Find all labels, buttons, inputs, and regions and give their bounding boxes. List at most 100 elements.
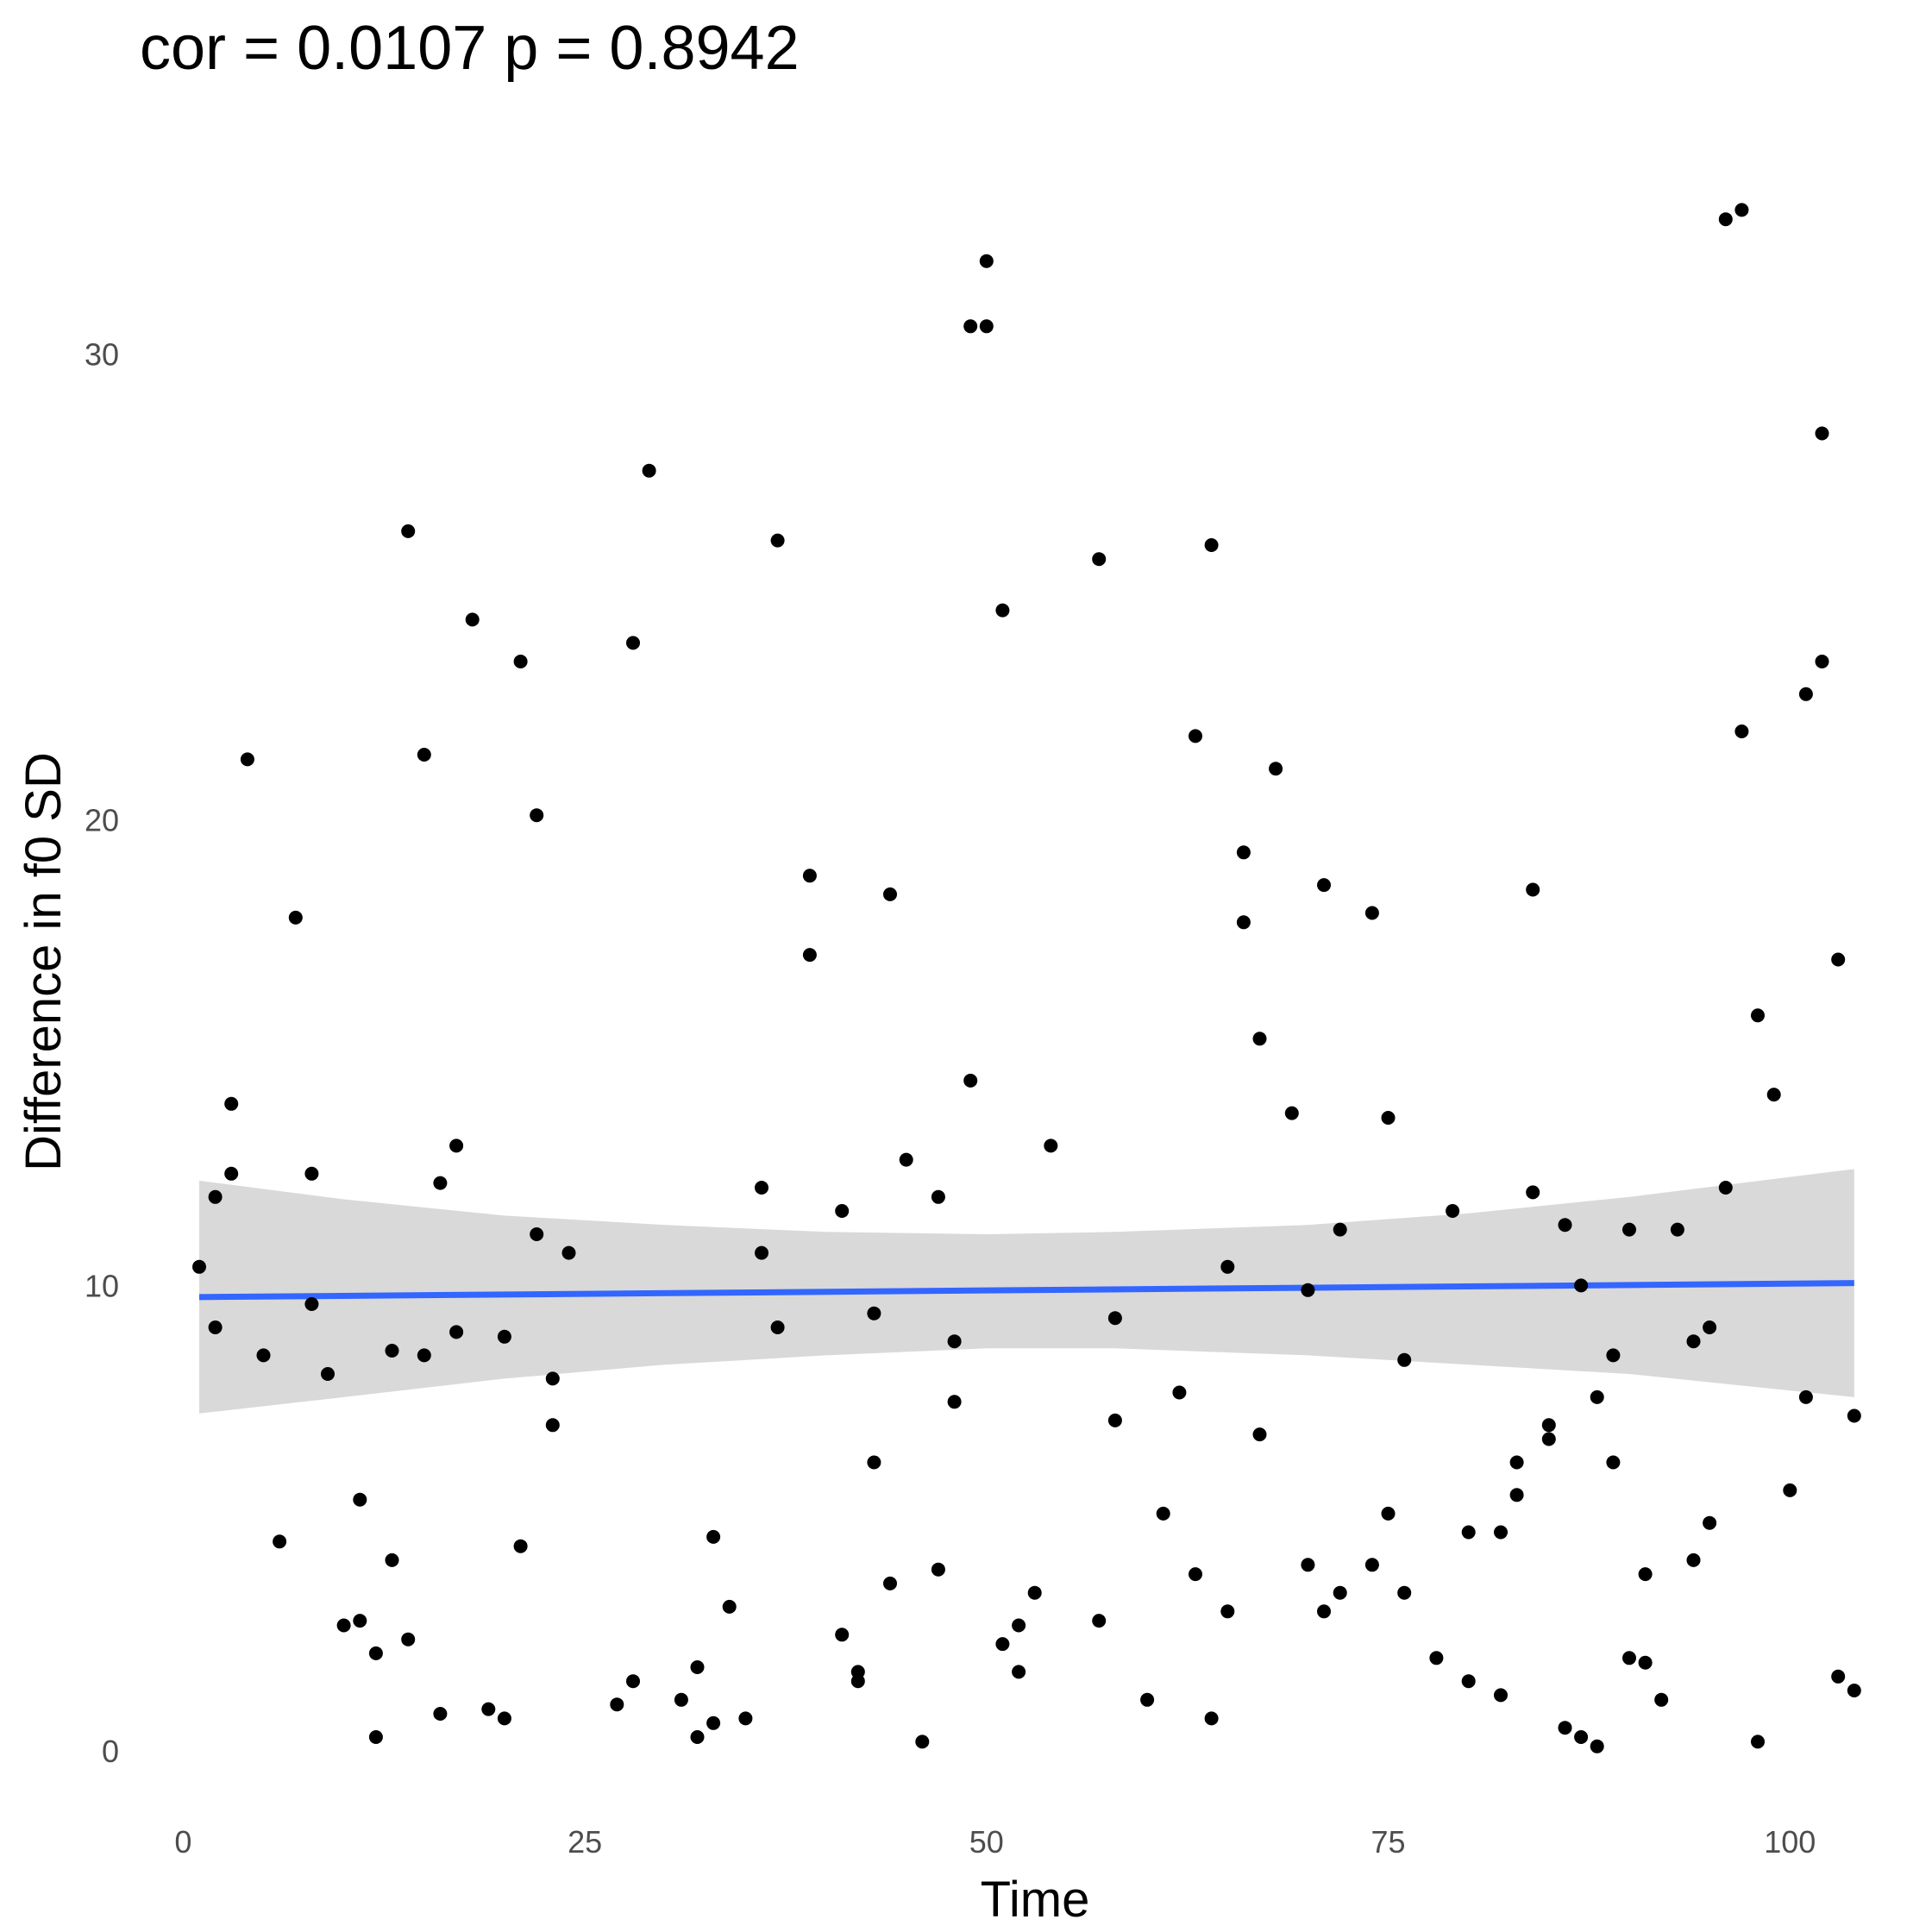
data-point [899, 1152, 913, 1167]
data-point [1686, 1334, 1701, 1349]
x-tick-label: 50 [969, 1824, 1004, 1860]
data-point [947, 1334, 962, 1349]
data-point [1718, 212, 1733, 227]
data-point [465, 612, 480, 627]
data-point [368, 1646, 383, 1660]
data-point [417, 1348, 431, 1363]
data-point [1766, 1088, 1781, 1102]
data-point [1798, 687, 1813, 701]
data-point [626, 1674, 640, 1689]
data-point [433, 1707, 448, 1721]
data-point [288, 910, 303, 925]
data-point [995, 603, 1010, 618]
data-point [1364, 1558, 1379, 1572]
data-point [513, 655, 528, 668]
data-point [417, 748, 431, 762]
data-point [561, 1245, 576, 1260]
data-point [963, 1073, 978, 1088]
data-point [1590, 1389, 1604, 1404]
y-tick-label: 30 [85, 337, 119, 373]
data-point [931, 1189, 945, 1204]
data-point [674, 1692, 688, 1707]
data-point [1541, 1418, 1556, 1433]
data-point [1429, 1651, 1444, 1665]
data-points-layer [192, 203, 1861, 1753]
data-point [915, 1734, 930, 1749]
data-point [770, 1320, 785, 1334]
data-point [835, 1628, 850, 1642]
data-point [1397, 1352, 1412, 1367]
data-point [1236, 845, 1251, 860]
data-point [1092, 1614, 1107, 1628]
data-point [835, 1204, 850, 1218]
data-point [1012, 1618, 1026, 1633]
data-point [642, 463, 656, 478]
data-point [802, 948, 817, 963]
data-point [192, 1259, 206, 1274]
data-point [706, 1529, 721, 1544]
data-point [1269, 762, 1283, 776]
data-point [1220, 1604, 1235, 1619]
data-point [802, 869, 817, 883]
data-point [1333, 1585, 1347, 1600]
data-point [1703, 1515, 1717, 1530]
data-point [1204, 1711, 1219, 1726]
data-point [1831, 1669, 1846, 1684]
data-point [626, 636, 640, 650]
data-point [401, 524, 416, 538]
data-point [1703, 1320, 1717, 1334]
data-point [368, 1730, 383, 1744]
data-point [513, 1539, 528, 1553]
data-point [497, 1711, 511, 1726]
data-point [497, 1329, 511, 1344]
data-point [1317, 1604, 1331, 1619]
data-point [1494, 1525, 1508, 1540]
data-point [979, 254, 994, 268]
x-axis-title: Time [981, 1872, 1090, 1928]
data-point [1107, 1413, 1122, 1427]
data-point [1783, 1483, 1797, 1497]
data-point [1574, 1278, 1589, 1293]
data-point [1815, 655, 1829, 668]
data-point [722, 1599, 737, 1614]
data-point [1558, 1218, 1572, 1233]
data-point [1815, 426, 1829, 441]
data-point [1751, 1008, 1765, 1023]
data-point [755, 1245, 768, 1260]
data-point [867, 1306, 881, 1320]
data-point [1381, 1506, 1396, 1521]
y-tick-label: 20 [85, 803, 119, 838]
data-point [867, 1455, 881, 1470]
data-point [1606, 1455, 1621, 1470]
data-point [240, 752, 254, 767]
data-point [304, 1166, 319, 1181]
data-point [931, 1562, 945, 1577]
data-point [481, 1702, 496, 1716]
data-point [304, 1297, 319, 1311]
data-point [1509, 1455, 1524, 1470]
data-point [433, 1176, 448, 1190]
data-point [1236, 915, 1251, 930]
data-point [1686, 1552, 1701, 1567]
data-point [224, 1166, 239, 1181]
data-point [353, 1614, 367, 1628]
data-point [1317, 878, 1331, 893]
data-point [947, 1395, 962, 1409]
data-point [1397, 1585, 1412, 1600]
data-point [1831, 952, 1846, 967]
data-point [1574, 1730, 1589, 1744]
data-point [1751, 1734, 1765, 1749]
data-point [545, 1371, 560, 1386]
data-point [321, 1367, 335, 1381]
data-point [1654, 1692, 1669, 1707]
data-point [1252, 1427, 1267, 1442]
data-point [1027, 1585, 1042, 1600]
data-point [1622, 1651, 1636, 1665]
data-point [1140, 1692, 1155, 1707]
data-point [256, 1348, 271, 1363]
data-point [1446, 1204, 1460, 1218]
data-point [738, 1711, 753, 1726]
data-point [449, 1138, 464, 1153]
data-point [610, 1697, 624, 1712]
